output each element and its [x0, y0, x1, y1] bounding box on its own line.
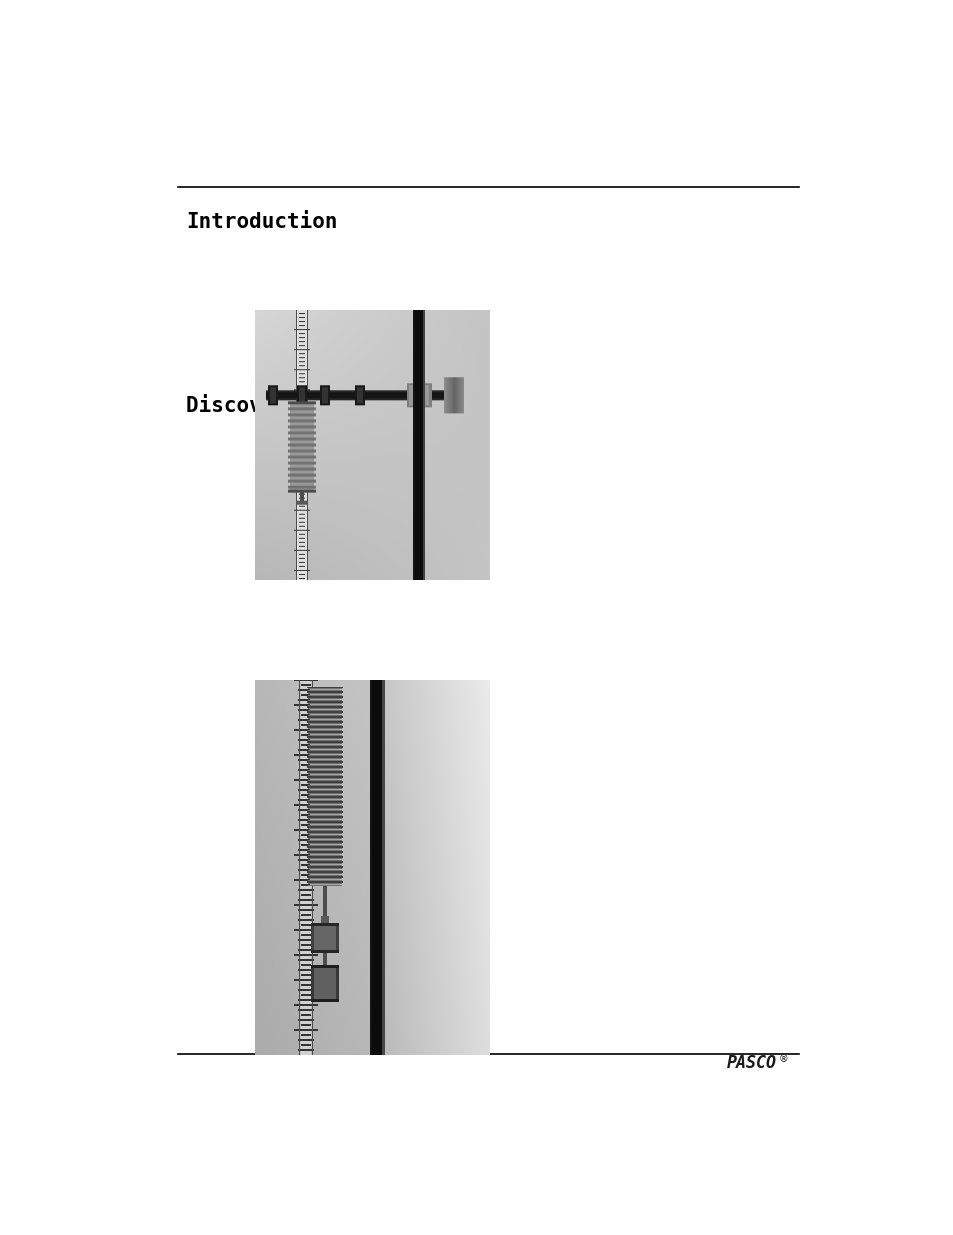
Text: PASCO: PASCO: [726, 1053, 777, 1072]
Text: Introduction: Introduction: [186, 212, 337, 232]
Text: ®: ®: [778, 1055, 788, 1065]
Text: Discovering Hooke’s Law: Discovering Hooke’s Law: [186, 394, 476, 416]
